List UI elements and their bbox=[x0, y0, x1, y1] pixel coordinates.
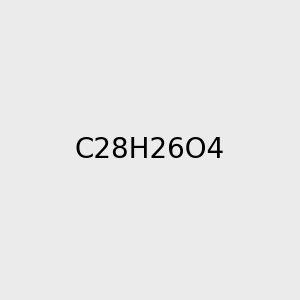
Text: C28H26O4: C28H26O4 bbox=[75, 136, 225, 164]
